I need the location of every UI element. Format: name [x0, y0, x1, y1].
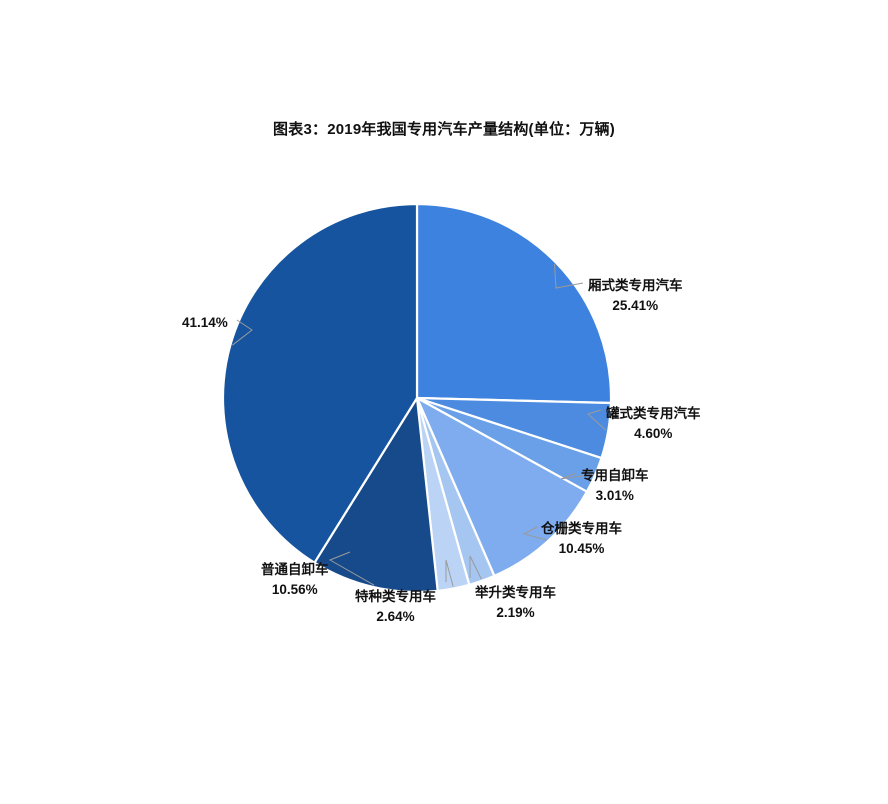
- pie-slice-label-percent: 25.41%: [612, 297, 659, 313]
- pie-slice[interactable]: [221, 202, 419, 565]
- pie-slice-label-name: 罐式类专用汽车: [606, 406, 701, 421]
- pie-slices-group: [221, 202, 613, 594]
- pie-slice-label-percent: 10.56%: [271, 581, 318, 597]
- pie-slice-label: 专用自卸车 3.01%: [581, 466, 649, 505]
- pie-slice-label: 罐式类专用汽车 4.60%: [606, 404, 701, 443]
- pie-slice-label: 普通自卸车 10.56%: [261, 560, 329, 599]
- pie-slice-label-percent: 10.45%: [558, 540, 605, 556]
- pie-slice-label-name: 举升类专用车: [475, 585, 556, 600]
- pie-slice-label: 41.14%: [182, 313, 228, 333]
- pie-slice[interactable]: [415, 202, 613, 405]
- pie-slice-label-percent: 2.19%: [496, 604, 535, 620]
- pie-slice-label-name: 普通自卸车: [261, 562, 329, 577]
- pie-leader-line: [469, 555, 482, 580]
- pie-slice-label-percent: 2.64%: [376, 608, 415, 624]
- chart-title: 图表3：2019年我国专用汽车产量结构(单位：万辆): [273, 121, 615, 138]
- pie-leader-line: [522, 526, 547, 541]
- pie-leader-line: [445, 559, 454, 587]
- pie-leader-line: [232, 319, 253, 346]
- pie-leader-line: [587, 409, 607, 431]
- pie-slice-label: 举升类专用车 2.19%: [475, 583, 556, 622]
- pie-slice-label-percent: 41.14%: [182, 315, 228, 330]
- pie-slice-label: 厢式类专用汽车 25.41%: [588, 276, 683, 315]
- pie-leader-line: [554, 263, 584, 289]
- pie-slice-label-percent: 4.60%: [634, 425, 673, 441]
- pie-leader-lines-group: [232, 263, 607, 587]
- pie-slice-label-name: 专用自卸车: [581, 468, 649, 483]
- pie-slice-label-name: 特种类专用车: [355, 589, 436, 604]
- pie-slice-label: 仓栅类专用车 10.45%: [541, 519, 622, 558]
- pie-leader-line: [560, 472, 594, 480]
- pie-slice-label-name: 仓栅类专用车: [541, 521, 622, 536]
- pie-slice-label: 特种类专用车 2.64%: [355, 587, 436, 626]
- pie-leader-line: [328, 551, 375, 586]
- pie-slice[interactable]: [414, 395, 589, 578]
- pie-slice-label-name: 厢式类专用汽车: [588, 278, 683, 293]
- pie-slice-label-percent: 3.01%: [595, 487, 634, 503]
- pie-slice[interactable]: [312, 394, 439, 594]
